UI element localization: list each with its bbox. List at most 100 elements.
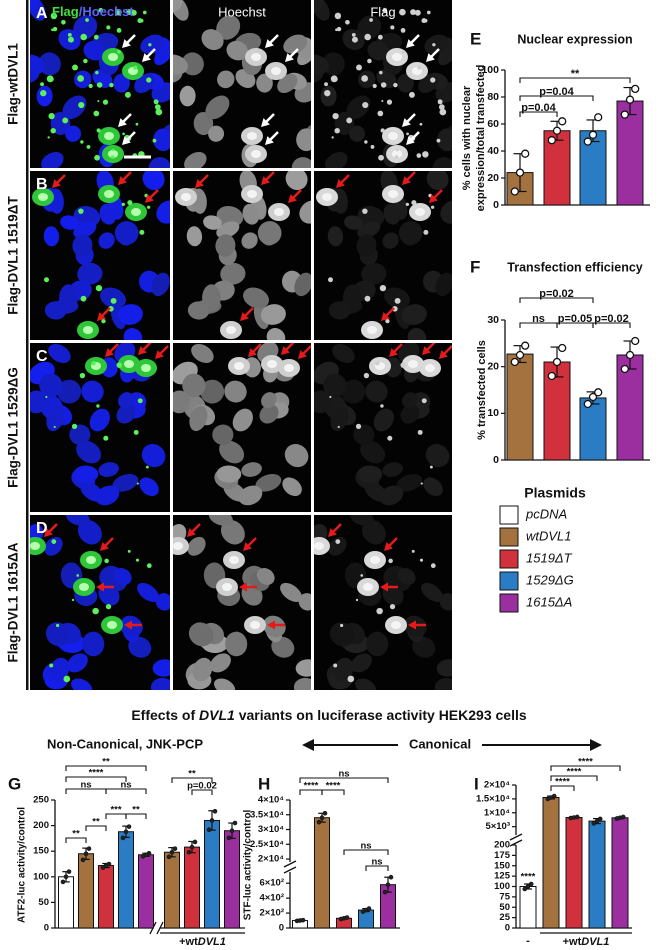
punctum	[145, 465, 149, 469]
significance-label: ****	[326, 781, 341, 792]
nucleus	[285, 171, 308, 191]
punctum	[127, 549, 131, 553]
data-point	[583, 399, 592, 409]
nucleus	[293, 677, 311, 690]
punctum	[155, 108, 163, 116]
punctum	[370, 145, 375, 149]
nucleus	[396, 473, 423, 492]
transfected-nucleus	[108, 53, 118, 61]
nucleus	[48, 343, 71, 363]
significance-bracket	[191, 789, 213, 795]
punctum	[61, 19, 66, 25]
y-tick-label: 5×10³	[485, 821, 510, 832]
arrow-head	[187, 528, 196, 537]
nucleus	[217, 70, 235, 89]
nucleus	[69, 424, 91, 445]
transfected-nucleus	[367, 326, 377, 334]
data-point	[594, 818, 600, 824]
transfected-nucleus	[234, 362, 244, 370]
nucleus	[113, 73, 130, 93]
punctum	[77, 75, 84, 82]
micrograph	[173, 343, 311, 512]
data-point	[106, 861, 112, 867]
significance-label: ns	[338, 769, 349, 780]
group-label-prefix: +wt	[179, 936, 198, 948]
transfected-nucleus	[141, 364, 151, 372]
nucleus	[41, 151, 64, 168]
nucleus	[349, 515, 374, 526]
nucleus	[191, 343, 214, 363]
punctum	[67, 36, 74, 43]
punctum	[423, 229, 429, 235]
transfected-nucleus	[363, 583, 373, 591]
punctum	[72, 64, 78, 71]
data-point	[525, 884, 531, 889]
bar	[616, 100, 644, 206]
nucleus	[323, 373, 347, 398]
nucleus	[65, 515, 90, 526]
y-axis-label: % transfected cells	[476, 340, 488, 440]
significance-label: ****	[304, 781, 319, 792]
bar	[184, 846, 200, 929]
arrow-head	[265, 136, 274, 145]
nucleus	[327, 226, 344, 247]
arrow-head	[381, 312, 390, 321]
nucleus	[173, 54, 188, 75]
panel-letter: B	[36, 176, 48, 193]
group-label: +wtDVL1	[179, 936, 226, 948]
nucleus	[148, 157, 170, 168]
data-point	[521, 149, 530, 158]
significance-bracket	[65, 765, 147, 771]
nucleus	[401, 304, 427, 325]
bar	[519, 886, 537, 929]
nucleus	[360, 440, 386, 464]
nucleus	[325, 151, 348, 168]
punctum	[364, 33, 371, 41]
punctum	[146, 77, 152, 83]
nucleus	[434, 677, 452, 690]
panel-letter: E	[470, 29, 481, 48]
arrow-head	[248, 348, 257, 357]
transfected-nucleus	[415, 208, 425, 216]
data-point	[528, 881, 534, 887]
y-tick-label: 2.5×10⁴	[250, 839, 284, 850]
nucleus	[225, 631, 248, 657]
punctum	[53, 425, 56, 429]
transfected-nucleus	[274, 208, 284, 216]
transfected-nucleus	[322, 193, 332, 201]
punctum	[386, 99, 393, 105]
punctum	[329, 395, 332, 399]
bar	[224, 830, 240, 929]
punctum	[377, 34, 383, 40]
punctum	[419, 122, 423, 126]
arrow-head	[239, 582, 247, 592]
nucleus	[291, 157, 311, 168]
bar	[358, 909, 374, 929]
nucleus	[257, 221, 282, 245]
nucleus	[280, 582, 302, 602]
arrow-head	[265, 39, 274, 48]
section-label: Canonical	[409, 736, 471, 751]
transfected-nucleus	[181, 193, 191, 201]
significance-bracket	[365, 865, 389, 871]
punctum	[96, 82, 103, 88]
nucleus	[123, 328, 143, 340]
bar	[58, 876, 74, 929]
nucleus	[277, 73, 298, 94]
significance-label: ***	[110, 805, 121, 816]
section-arrows	[302, 739, 602, 751]
y-tick-label: 250	[33, 795, 49, 806]
data-point	[588, 130, 598, 139]
data-point	[521, 341, 530, 350]
nucleus	[357, 465, 383, 483]
group-label-gene: DVL1	[198, 936, 226, 948]
transfected-nucleus	[173, 542, 183, 550]
punctum	[95, 284, 103, 292]
axis-break	[509, 839, 523, 847]
arrow-head	[145, 194, 154, 203]
arrow-head	[243, 542, 252, 551]
punctum	[52, 26, 58, 32]
significance-label: ****	[555, 777, 570, 788]
nucleus	[435, 272, 452, 297]
nucleus	[402, 392, 418, 408]
